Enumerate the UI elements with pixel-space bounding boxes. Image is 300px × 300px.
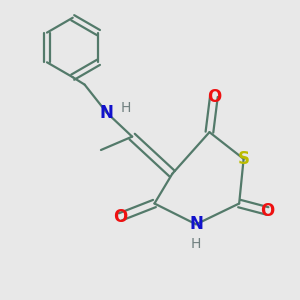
Text: H: H	[121, 101, 131, 116]
Text: S: S	[238, 150, 250, 168]
Text: N: N	[189, 215, 203, 233]
Text: O: O	[260, 202, 274, 220]
Text: N: N	[100, 104, 114, 122]
Text: O: O	[207, 88, 221, 106]
Text: H: H	[191, 237, 201, 250]
Text: O: O	[113, 208, 127, 226]
